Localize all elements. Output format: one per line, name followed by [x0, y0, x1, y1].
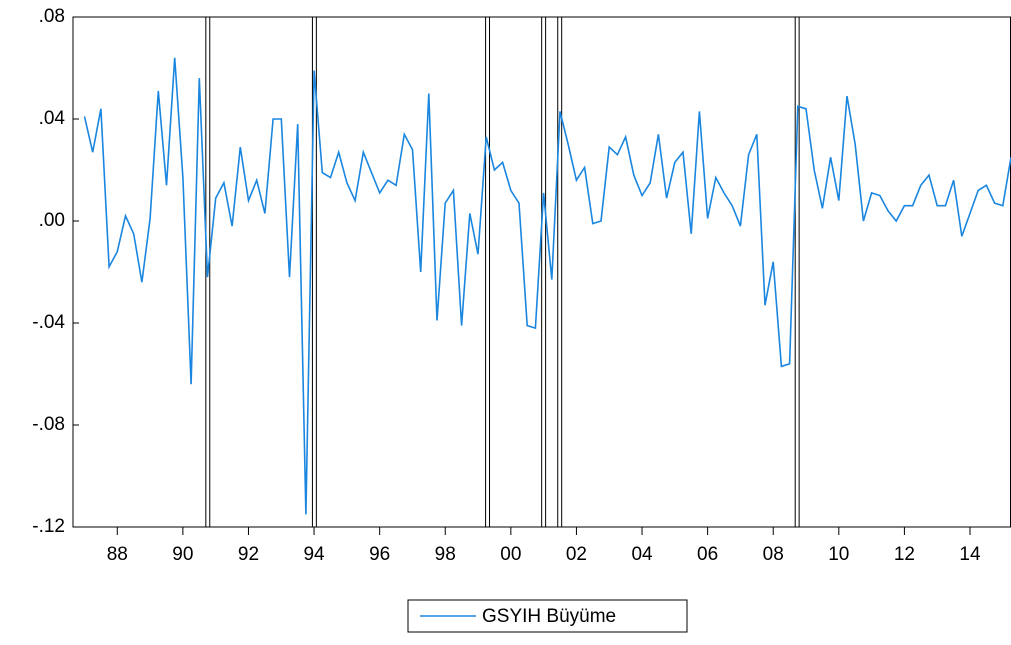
x-tick-label: 88	[107, 544, 128, 565]
x-tick-label: 00	[500, 544, 521, 565]
band	[795, 17, 799, 527]
y-tick-label: .00	[39, 210, 65, 231]
y-tick-label: -.04	[32, 312, 65, 333]
y-tick-label: .08	[39, 6, 65, 27]
y-tick-label: .04	[39, 108, 66, 129]
band	[486, 17, 490, 527]
x-tick-label: 08	[763, 544, 784, 565]
x-tick-label: 94	[303, 544, 325, 565]
x-tick-label: 90	[172, 544, 193, 565]
x-tick-label: 04	[631, 544, 653, 565]
x-tick-label: 98	[435, 544, 456, 565]
y-tick-label: -.08	[32, 414, 65, 435]
x-tick-label: 06	[697, 544, 718, 565]
x-tick-label: 92	[238, 544, 259, 565]
x-tick-label: 10	[828, 544, 849, 565]
band	[542, 17, 546, 527]
series-line	[85, 58, 1011, 515]
y-tick-label: -.12	[32, 516, 65, 537]
x-tick-label: 12	[894, 544, 915, 565]
x-tick-label: 02	[566, 544, 587, 565]
x-tick-label: 14	[959, 544, 981, 565]
band	[558, 17, 562, 527]
legend-label: GSYIH Büyüme	[482, 606, 616, 627]
x-tick-label: 96	[369, 544, 390, 565]
